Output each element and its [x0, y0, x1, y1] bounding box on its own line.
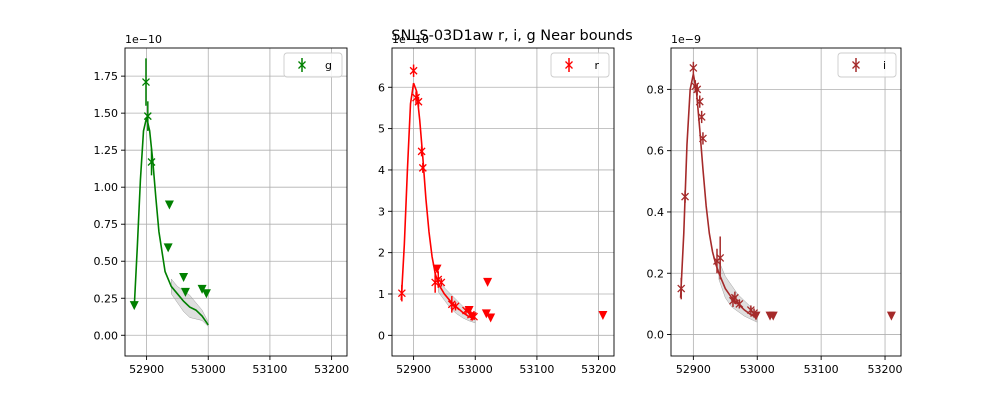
data-point: [409, 66, 418, 75]
model-curve: [133, 117, 209, 326]
data-point: [437, 278, 446, 287]
data-point: [695, 97, 704, 106]
y-tick-label: 4: [378, 164, 385, 177]
y-offset-label: 1e−10: [125, 33, 162, 46]
upper-limit-marker: [768, 311, 778, 321]
figure-title: SNLS-03D1aw r, i, g Near bounds: [391, 28, 632, 44]
y-tick-label: 6: [378, 81, 385, 94]
data-point: [417, 147, 426, 156]
data-point: [681, 192, 690, 201]
x-tick-label: 53100: [252, 363, 287, 376]
upper-limit-marker: [163, 243, 173, 253]
x-tick-label: 53000: [458, 363, 493, 376]
panels-group: 52900 53000 53100 532000.000.250.500.751.00…: [94, 33, 903, 376]
data-point: [730, 293, 739, 302]
data-point: [451, 302, 460, 311]
y-offset-label: 1e−10: [392, 33, 429, 46]
legend-box: [550, 52, 610, 78]
data-point: [414, 97, 423, 106]
data-point: [677, 284, 686, 293]
axes-frame: [124, 47, 348, 357]
upper-limit-marker: [180, 287, 190, 297]
legend-label: r: [594, 59, 599, 72]
y-tick-label: 1: [378, 288, 385, 301]
axes-frame: [391, 47, 615, 357]
data-point: [698, 134, 707, 143]
legend-box: [283, 52, 343, 78]
upper-limit-marker: [464, 306, 474, 316]
data-point: [447, 300, 456, 309]
y-tick-label: 3: [378, 205, 385, 218]
x-tick-label: 53000: [191, 363, 226, 376]
data-point: [716, 253, 725, 262]
data-point: [142, 78, 150, 87]
data-point: [693, 85, 702, 94]
y-tick-label: 0: [378, 329, 385, 342]
y-tick-label: 5: [378, 123, 385, 136]
y-tick-label: 0.8: [647, 83, 665, 96]
panel-i: 52900 53000 53100 53200 0.0 0.2 0.4 0.6 0.8 1e−9 i: [647, 33, 903, 376]
data-point: [418, 163, 427, 172]
panel-g: 52900 53000 53100 53200 0.00 0.25 0.50 0.75 1.00…: [94, 33, 350, 376]
y-tick-label: 0.6: [647, 145, 665, 158]
upper-limit-marker: [467, 312, 477, 322]
y-tick-label: 1.75: [94, 70, 119, 83]
legend-box: [837, 52, 897, 78]
y-tick-label: 2: [378, 247, 385, 260]
data-point: [147, 158, 156, 166]
legend-label: i: [883, 59, 886, 72]
x-tick-label: 53200: [868, 363, 903, 376]
legend-marker: [852, 61, 860, 69]
y-tick-label: 0.0: [647, 329, 665, 342]
y-tick-label: 1.50: [94, 107, 119, 120]
upper-limit-marker: [201, 289, 211, 299]
data-point: [735, 299, 744, 308]
upper-limit-marker: [432, 264, 442, 274]
upper-limit-marker: [483, 277, 493, 287]
y-tick-label: 1.25: [94, 144, 119, 157]
axes-frame: [670, 47, 902, 357]
x-tick-label: 52900: [396, 363, 431, 376]
x-tick-label: 53000: [740, 363, 775, 376]
data-point: [697, 112, 706, 121]
upper-limit-marker: [486, 313, 496, 323]
model-curve: [679, 73, 758, 319]
panel-r: 52900 53000 53100 53200 0 1 2 3 4 5 6 1e−10 r: [378, 33, 616, 376]
legend: i: [837, 52, 897, 78]
x-tick-label: 53200: [581, 363, 616, 376]
data-point: [397, 289, 406, 298]
upper-limit-marker: [179, 273, 189, 283]
upper-limit-marker: [164, 200, 174, 210]
y-tick-label: 0.00: [94, 329, 119, 342]
legend: r: [550, 52, 610, 78]
x-tick-label: 53200: [314, 363, 349, 376]
y-tick-label: 1.00: [94, 181, 119, 194]
legend-marker: [298, 61, 306, 69]
x-tick-label: 52900: [129, 363, 164, 376]
y-tick-label: 0.2: [647, 267, 665, 280]
legend: g: [283, 52, 343, 78]
upper-limit-marker: [751, 311, 761, 321]
upper-limit-marker: [886, 311, 896, 321]
data-point: [689, 63, 698, 72]
legend-marker: [565, 61, 573, 69]
data-point: [143, 112, 152, 121]
x-tick-label: 53100: [804, 363, 839, 376]
y-tick-label: 0.50: [94, 255, 119, 268]
x-tick-label: 53100: [519, 363, 554, 376]
x-tick-label: 52900: [676, 363, 711, 376]
legend-label: g: [325, 59, 332, 72]
y-offset-label: 1e−9: [671, 33, 701, 46]
upper-limit-marker: [598, 310, 608, 320]
y-tick-label: 0.4: [647, 206, 665, 219]
upper-limit-marker: [129, 301, 139, 311]
y-tick-label: 0.75: [94, 218, 119, 231]
y-tick-label: 0.25: [94, 292, 119, 305]
